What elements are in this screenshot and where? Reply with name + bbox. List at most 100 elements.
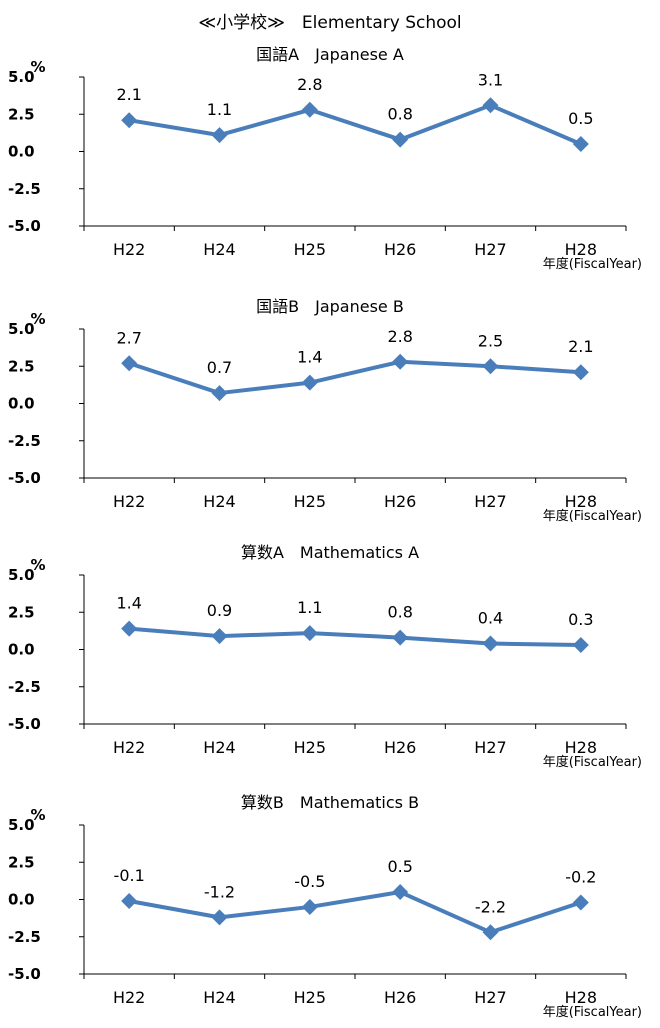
- x-tick-label: H22: [113, 240, 145, 259]
- x-tick-label: H27: [474, 988, 506, 1007]
- x-tick-label: H27: [474, 738, 506, 757]
- data-label: 0.7: [207, 358, 232, 377]
- data-point-marker: [482, 358, 499, 375]
- y-axis-label: %: [30, 310, 45, 328]
- y-tick-label: -2.5: [8, 432, 41, 450]
- data-point-marker: [482, 924, 499, 941]
- y-axis-label: %: [30, 556, 45, 574]
- x-tick-label: H25: [294, 240, 326, 259]
- y-tick-label: 0.0: [8, 891, 35, 909]
- chart-title: 算数A Mathematics A: [241, 543, 419, 562]
- data-label: -0.1: [114, 866, 145, 885]
- y-axis-label: %: [30, 806, 45, 824]
- y-tick-label: 5.0: [8, 68, 35, 86]
- data-point-marker: [211, 909, 228, 926]
- y-tick-label: 5.0: [8, 816, 35, 834]
- x-tick-label: H22: [113, 492, 145, 511]
- data-point-marker: [572, 894, 589, 911]
- data-label: 0.8: [387, 105, 412, 124]
- x-tick-label: H28: [565, 738, 597, 757]
- data-point-marker: [572, 364, 589, 381]
- data-label: 0.8: [387, 603, 412, 622]
- data-label: 2.8: [387, 327, 412, 346]
- x-tick-label: H28: [565, 988, 597, 1007]
- data-label: 0.3: [568, 610, 593, 629]
- y-tick-label: 0.0: [8, 641, 35, 659]
- y-tick-label: 2.5: [8, 105, 35, 123]
- chart-japanese-b: 国語B Japanese B%5.0 2.5 0.0 -2.5 -5.0 H22 H24 H2…: [8, 297, 642, 524]
- page-title: ≪小学校≫ Elementary School: [198, 13, 462, 33]
- x-tick-label: H24: [203, 240, 235, 259]
- x-tick-label: H27: [474, 240, 506, 259]
- y-tick-label: 2.5: [8, 603, 35, 621]
- series-line: [128, 103, 582, 146]
- data-label: 2.5: [478, 331, 503, 350]
- x-tick-label: H25: [294, 988, 326, 1007]
- data-label: 2.8: [297, 75, 322, 94]
- y-tick-label: -5.0: [8, 217, 41, 235]
- data-point-marker: [211, 127, 228, 144]
- data-point-marker: [121, 112, 138, 129]
- x-tick-label: H26: [384, 240, 416, 259]
- chart-title: 国語A Japanese A: [256, 45, 404, 64]
- x-tick-label: H22: [113, 988, 145, 1007]
- x-tick-label: H26: [384, 988, 416, 1007]
- y-tick-label: -2.5: [8, 928, 41, 946]
- x-tick-label: H25: [294, 738, 326, 757]
- y-tick-label: 2.5: [8, 853, 35, 871]
- series-line: [128, 890, 582, 935]
- y-tick-label: -2.5: [8, 678, 41, 696]
- data-point-marker: [572, 136, 589, 153]
- chart-mathematics-b: 算数B Mathematics B%5.0 2.5 0.0 -2.5 -5.0 H22 H2…: [8, 793, 642, 1020]
- y-tick-label: -5.0: [8, 965, 41, 983]
- data-label: 0.5: [387, 857, 412, 876]
- series-line: [129, 626, 581, 648]
- y-tick-label: 5.0: [8, 320, 35, 338]
- data-label: 0.9: [207, 601, 232, 620]
- data-label: 0.5: [568, 109, 593, 128]
- data-point-marker: [482, 97, 499, 114]
- data-point-marker: [572, 637, 589, 654]
- x-tick-label: H24: [203, 988, 235, 1007]
- x-tick-label: H22: [113, 738, 145, 757]
- series-line: [128, 359, 581, 396]
- chart-mathematics-a: 算数A Mathematics A%5.0 2.5 0.0 -2.5 -5.0 H22 H2…: [8, 543, 642, 770]
- data-label: -2.2: [475, 897, 506, 916]
- data-point-marker: [121, 892, 138, 909]
- data-label: 2.1: [116, 85, 141, 104]
- data-label: 3.1: [478, 70, 503, 89]
- chart-title: 国語B Japanese B: [256, 297, 404, 316]
- y-axis-label: %: [30, 58, 45, 76]
- data-point-marker: [392, 353, 409, 370]
- data-point-marker: [392, 131, 409, 148]
- y-tick-label: 0.0: [8, 395, 35, 413]
- data-point-marker: [301, 625, 318, 642]
- x-tick-label: H27: [474, 492, 506, 511]
- data-point-marker: [211, 385, 228, 402]
- data-point-marker: [301, 101, 318, 118]
- x-tick-label: H24: [203, 738, 235, 757]
- chart-japanese-a: 国語A Japanese A%5.0 2.5 0.0 -2.5 -5.0 H22 H24 H2…: [8, 45, 642, 272]
- x-tick-label: H28: [565, 240, 597, 259]
- x-axis-label: 年度(FiscalYear): [543, 508, 642, 524]
- data-point-marker: [482, 635, 499, 652]
- data-point-marker: [211, 628, 228, 645]
- data-point-marker: [301, 374, 318, 391]
- x-axis-label: 年度(FiscalYear): [543, 754, 642, 770]
- x-axis-label: 年度(FiscalYear): [543, 1004, 642, 1020]
- data-label: -0.2: [565, 867, 596, 886]
- data-label: 0.4: [478, 609, 503, 628]
- data-label: 1.1: [297, 598, 322, 617]
- data-label: 2.1: [568, 337, 593, 356]
- x-tick-label: H25: [294, 492, 326, 511]
- data-point-marker: [301, 898, 318, 915]
- data-label: 1.1: [207, 100, 232, 119]
- data-label: -1.2: [204, 882, 235, 901]
- y-tick-label: 5.0: [8, 566, 35, 584]
- data-label: 2.7: [116, 328, 141, 347]
- data-point-marker: [392, 884, 409, 901]
- data-point-marker: [121, 620, 138, 637]
- data-label: 1.4: [116, 594, 141, 613]
- data-label: -0.5: [294, 872, 325, 891]
- x-axis-label: 年度(FiscalYear): [543, 256, 642, 272]
